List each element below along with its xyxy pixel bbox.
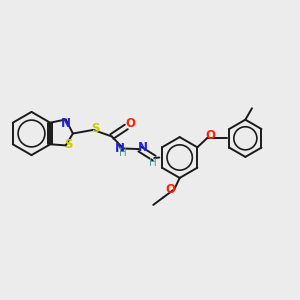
Text: O: O — [125, 117, 135, 130]
Text: H: H — [149, 158, 157, 169]
Text: O: O — [166, 183, 176, 196]
Text: N: N — [61, 117, 71, 130]
Text: N: N — [138, 141, 148, 154]
Text: N: N — [115, 142, 125, 155]
Text: H: H — [119, 148, 127, 158]
Text: S: S — [64, 138, 72, 151]
Text: O: O — [205, 129, 215, 142]
Text: S: S — [92, 122, 100, 135]
